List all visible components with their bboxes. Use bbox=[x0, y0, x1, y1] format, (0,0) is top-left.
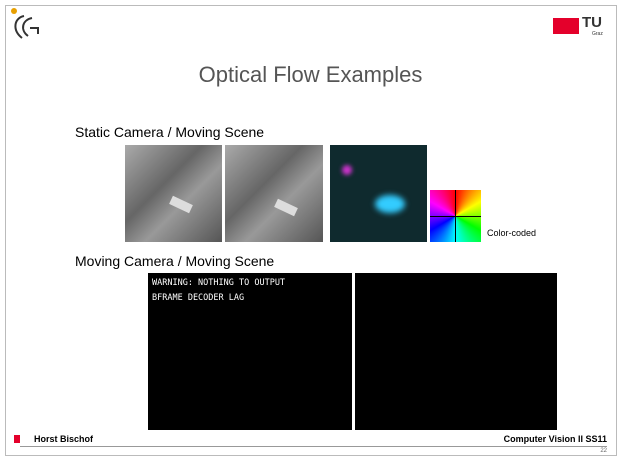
aerial-frame bbox=[125, 145, 222, 242]
page-number: 22 bbox=[600, 448, 607, 454]
video-text: WARNING: NOTHING TO OUTPUT bbox=[152, 278, 285, 288]
video-text: BFRAME DECODER LAG bbox=[152, 293, 244, 303]
video-frame bbox=[355, 273, 557, 430]
flow-image bbox=[330, 145, 427, 242]
section-heading: Moving Camera / Moving Scene bbox=[75, 253, 274, 269]
slide: TU Graz Optical Flow Examples Static Cam… bbox=[0, 0, 621, 462]
caption: Color-coded bbox=[487, 228, 536, 238]
footer-author: Horst Bischof bbox=[34, 434, 93, 444]
aerial-frame bbox=[225, 145, 323, 242]
footer-course: Computer Vision II SS11 bbox=[504, 434, 607, 444]
footer-line bbox=[20, 446, 607, 447]
logo-block bbox=[553, 18, 579, 34]
slide-title: Optical Flow Examples bbox=[0, 62, 621, 88]
logo-subtext: Graz bbox=[592, 31, 603, 37]
video-frame: WARNING: NOTHING TO OUTPUT BFRAME DECODE… bbox=[148, 273, 352, 430]
institute-logo bbox=[8, 6, 48, 42]
logo-text: TU bbox=[582, 14, 602, 31]
section-heading: Static Camera / Moving Scene bbox=[75, 124, 264, 140]
footer-mark bbox=[14, 435, 20, 443]
color-wheel bbox=[430, 190, 481, 242]
